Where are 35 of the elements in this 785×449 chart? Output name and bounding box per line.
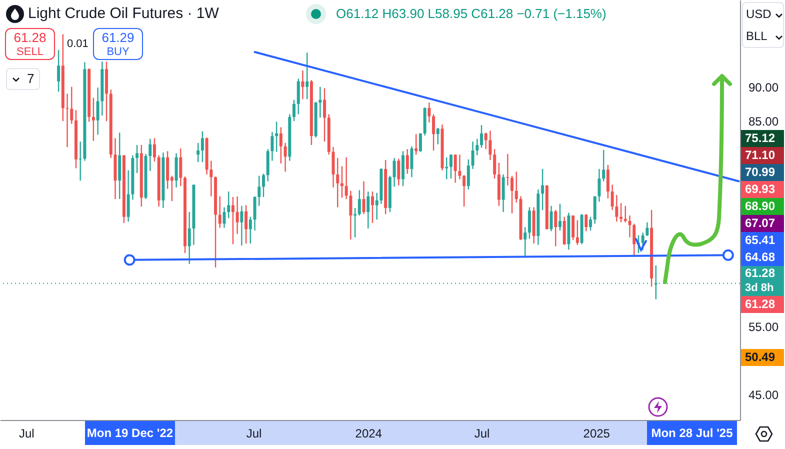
y-tick-label: 90.00 xyxy=(748,80,779,94)
text: 50.49 xyxy=(741,349,784,366)
x-tick-label: 2024 xyxy=(355,426,382,440)
candlestick xyxy=(78,140,82,182)
text: 64.68 xyxy=(741,249,784,266)
text: BLL xyxy=(746,29,768,43)
annotation: BUY xyxy=(106,45,130,59)
text: 70.99 xyxy=(741,164,784,181)
candlestick xyxy=(545,184,548,230)
text: 71.10 xyxy=(741,147,784,164)
annotation: 61.28 xyxy=(12,30,48,45)
text: 69.93 xyxy=(741,181,784,198)
y-tick-label: 45.00 xyxy=(748,388,779,402)
annotation: 7 xyxy=(6,68,40,90)
annotation: 0.01 xyxy=(66,38,90,50)
y-tick-label: 85.00 xyxy=(748,114,779,129)
annotation: 61.29 xyxy=(100,30,136,45)
text: 75.12 xyxy=(741,130,784,147)
text: Mon 19 Dec '22 xyxy=(85,421,175,445)
x-tick-label: Jul xyxy=(18,426,34,440)
text: 61.28 xyxy=(741,266,784,281)
text: 68.90 xyxy=(741,198,784,215)
text: USD xyxy=(746,7,772,21)
text: Mon 28 Jul '25 xyxy=(647,421,737,445)
x-tick-label: Jul xyxy=(474,426,490,440)
text: 3d 8h xyxy=(741,281,784,296)
y-tick-label: 55.00 xyxy=(748,320,779,334)
chart-title: Light Crude Oil Futures · 1W xyxy=(28,5,219,23)
x-tick-label: 2025 xyxy=(583,426,610,440)
chart-subtitle: O61.12 H63.90 L58.95 C61.28 −0.71 (−1.15%) xyxy=(336,6,606,22)
x-tick-label: Jul xyxy=(246,426,262,440)
text: 67.07 xyxy=(741,215,784,232)
annotation: SELL xyxy=(16,45,44,59)
text: 65.41 xyxy=(741,232,784,249)
text: 61.28 xyxy=(741,296,784,313)
